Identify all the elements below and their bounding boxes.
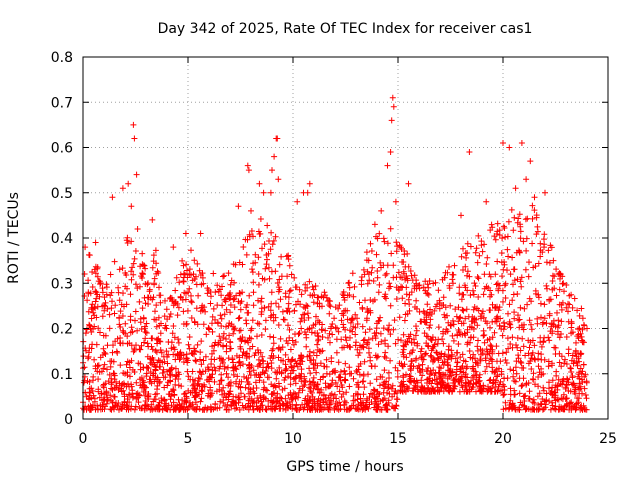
y-tick-label: 0.5 [51,186,73,202]
x-tick-label: 5 [184,431,193,447]
y-tick-label: 0.3 [51,276,73,292]
y-tick-label: 0.2 [51,322,73,338]
y-tick-label: 0.1 [51,367,73,383]
chart-title: Day 342 of 2025, Rate Of TEC Index for r… [158,21,533,37]
y-tick-label: 0.4 [51,231,73,247]
y-tick-label: 0.7 [51,95,73,111]
y-tick-label: 0.8 [51,50,73,66]
x-tick-label: 0 [79,431,88,447]
y-axis-ticks: 0 0.1 0.2 0.3 0.4 0.5 0.6 0.7 0.8 [51,50,608,428]
scatter-point-cloud [80,94,590,413]
x-tick-label: 20 [494,431,512,447]
y-tick-label: 0.6 [51,141,73,157]
data-points [80,94,590,413]
x-tick-label: 10 [284,431,302,447]
x-tick-label: 25 [599,431,617,447]
y-tick-label: 0 [64,412,73,428]
y-axis-label: ROTI / TECUs [6,192,22,284]
x-tick-label: 15 [389,431,407,447]
x-axis-label: GPS time / hours [286,459,403,475]
x-axis-ticks: 0 5 10 15 20 25 [79,57,617,447]
